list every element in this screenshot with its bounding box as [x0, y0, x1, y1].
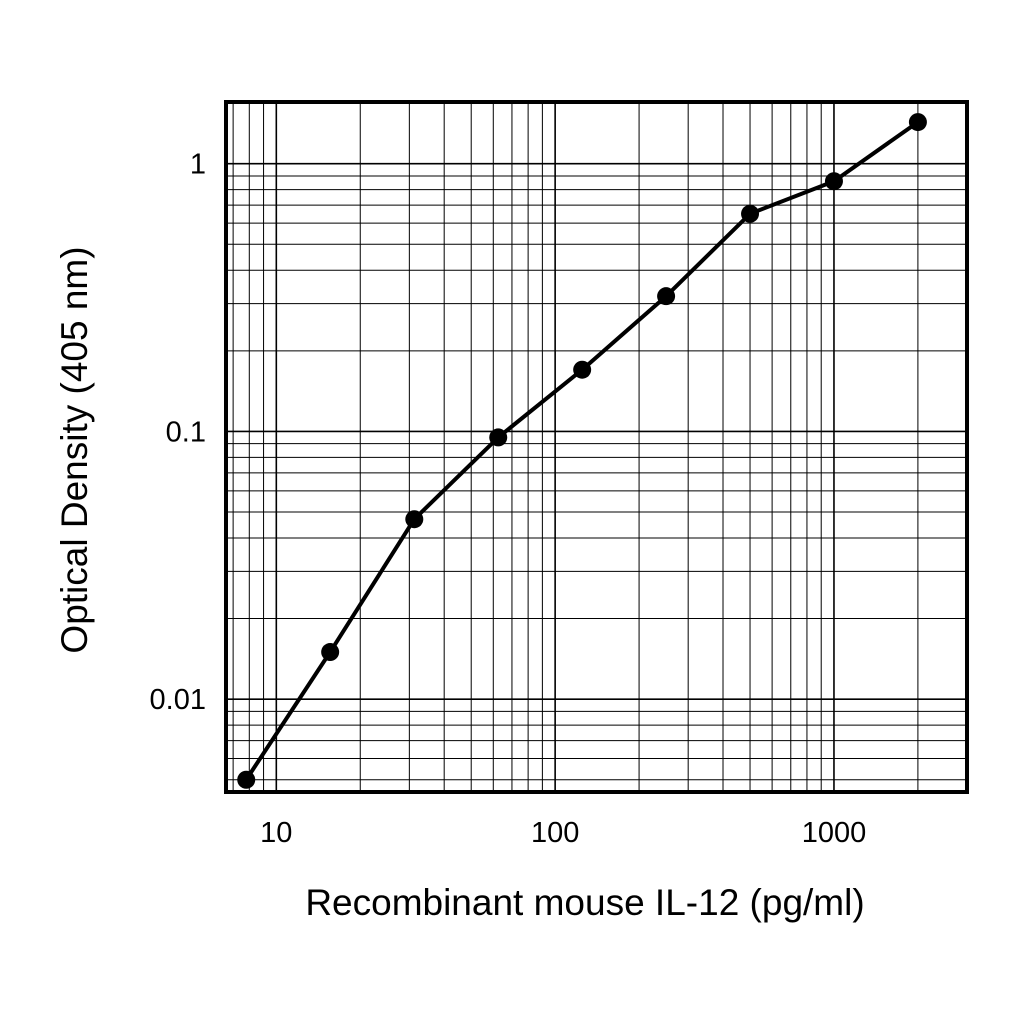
series	[237, 113, 927, 789]
data-point	[824, 172, 843, 191]
x-tick-label: 100	[531, 817, 579, 849]
data-point	[741, 204, 760, 223]
data-point	[573, 360, 592, 379]
y-tick-labels: 0.01 0.1 1	[150, 149, 206, 716]
data-point	[908, 113, 927, 132]
x-tick-label: 10	[260, 817, 292, 849]
data-point	[405, 510, 424, 529]
data-point	[657, 287, 676, 306]
x-tick-labels: 10 100 1000	[260, 817, 866, 849]
plot-frame	[224, 100, 969, 794]
y-tick-label: 0.1	[166, 416, 206, 448]
grid	[226, 102, 967, 792]
y-tick-label: 1	[190, 149, 206, 181]
x-axis-title: Recombinant mouse IL-12 (pg/ml)	[305, 882, 864, 923]
x-tick-label: 1000	[802, 817, 867, 849]
data-point	[489, 428, 508, 447]
data-point	[237, 770, 256, 789]
data-point	[321, 643, 340, 662]
y-axis-title: Optical Density (405 nm)	[54, 246, 95, 653]
y-tick-label: 0.01	[150, 684, 206, 716]
